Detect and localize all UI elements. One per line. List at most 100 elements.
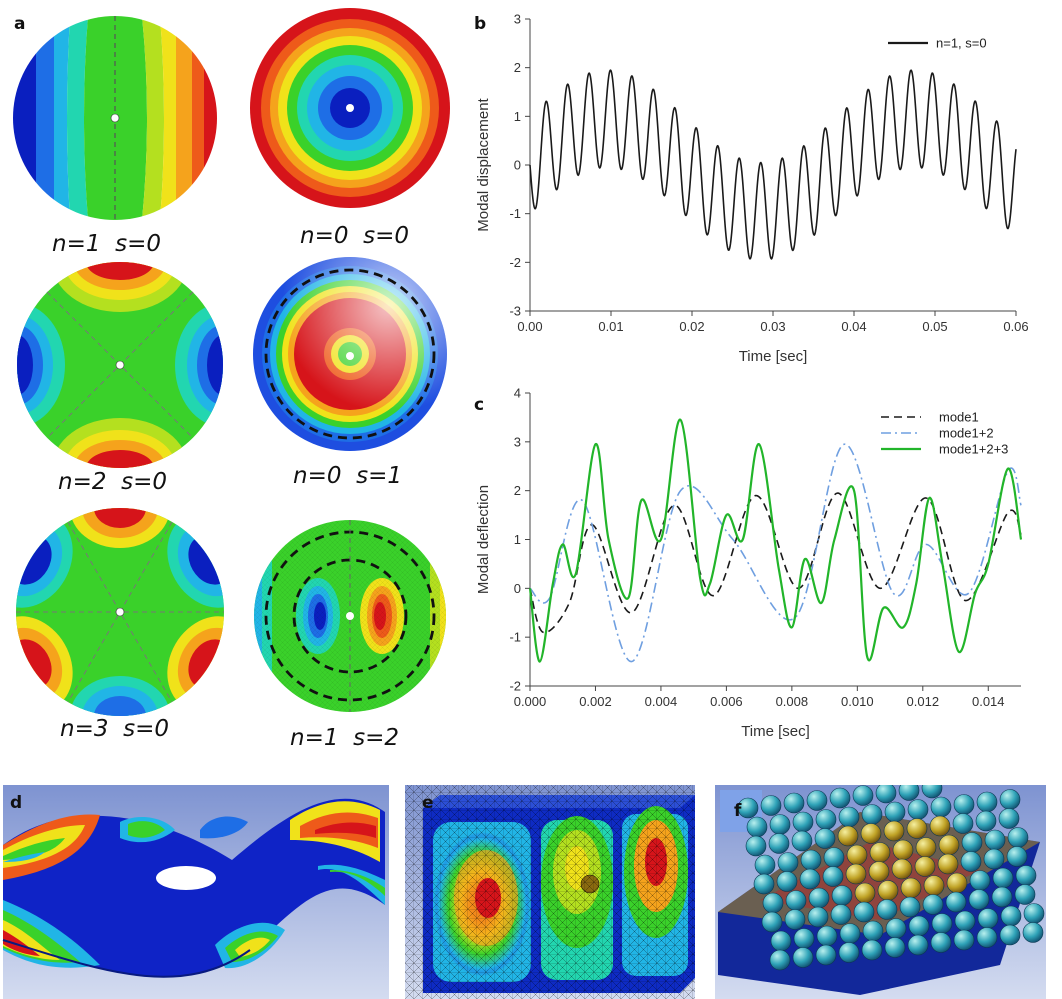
y-tick-label: 3 [514,12,521,27]
particle-sphere [891,858,913,880]
particle-sphere [977,908,999,929]
particle-sphere [822,866,844,887]
particle-sphere [838,806,860,828]
particle-sphere [899,896,921,918]
chart-c-labels: 4 3 2 1 0 -1 -20.000 0.002 0.004 0.006 0.008 0.010 0… [475,386,1008,741]
x-tick-label: 0.05 [922,319,947,334]
particle-sphere [869,842,891,863]
chart-c: c 4 3 2 1 0 -1 -20.000 0.002 0.004 0.006 0.008 0.01… [474,386,1022,741]
particle-sphere [860,823,882,844]
legend-label: mode1 [939,410,979,425]
particle-sphere [1023,903,1045,924]
particle-sphere [814,828,836,849]
y-tick-label: 2 [514,60,521,75]
particle-sphere [937,853,959,875]
particle-sphere [968,889,990,910]
particle-sphere [892,839,914,861]
y-tick-label: -3 [509,304,521,319]
particle-sphere [1000,905,1022,927]
mode-shape-n1-s2 [254,520,446,712]
particle-sphere [793,928,815,949]
particle-sphere [885,918,907,939]
particle-sphere [930,796,952,818]
particle-sphere [908,915,930,937]
y-tick-label: -1 [509,630,521,645]
particle-sphere [737,797,759,819]
x-tick-label: 0.02 [679,319,704,334]
particle-sphere [816,925,838,947]
particle-sphere [877,880,899,901]
particle-sphere [922,894,944,915]
particle-sphere [983,848,1005,870]
y-tick-label: 2 [514,483,521,498]
particle-sphere [769,949,791,971]
particle-sphere [938,834,960,856]
particle-sphere [952,813,974,834]
particle-sphere [746,816,768,838]
particle-sphere [1007,827,1029,848]
chart-c-axes [525,392,1021,691]
x-tick-label: 0.012 [907,694,940,709]
particle-sphere [999,789,1021,810]
particle-sphere [953,929,975,951]
particle-sphere [852,785,874,806]
particle-sphere [875,785,897,804]
panel-e: e [405,785,695,999]
particle-sphere [961,832,983,853]
particle-sphere [884,937,906,958]
x-tick-label: 0.03 [760,319,785,334]
x-axis-title: Time [sec] [741,723,810,740]
mode-shape-n1-s0 [13,16,217,220]
particle-sphere [838,942,860,963]
x-tick-label: 0.000 [514,694,547,709]
panel-f: f [715,785,1046,999]
y-tick-label: 1 [514,109,521,124]
mode-label-6: n=1 s=2 [290,725,399,751]
particle-sphere [823,847,845,868]
mode-label-3: n=2 s=0 [58,469,167,495]
particle-sphere [770,930,792,952]
panel-a: a n=1 s=0 [13,8,450,751]
y-tick-label: 3 [514,434,521,449]
y-axis-title: Modal displacement [475,97,492,231]
particle-sphere [923,875,945,896]
particle-sphere [884,801,906,823]
legend-label: mode1+2+3 [939,442,1008,457]
x-tick-label: 0.014 [972,694,1005,709]
mode-label-2: n=0 s=0 [300,223,409,249]
panel-d: d [2,785,389,999]
chart-b-labels: 3 2 1 0 -1 -2 -30.00 0.01 0.02 0.03 0.04 0.05 0.06 Ti… [475,12,1029,366]
particle-sphere [776,871,798,892]
series-line-n=1, s=0 [529,69,1017,260]
x-tick-label: 0.010 [841,694,874,709]
panel-a-letter: a [14,14,25,34]
particle-sphere [792,947,814,968]
legend-label: n=1, s=0 [936,36,987,51]
legend-label: mode1+2 [939,426,994,441]
y-tick-label: 0 [514,158,521,173]
particle-sphere [837,825,859,847]
y-tick-label: -2 [509,255,521,270]
panel-b-letter: b [474,14,486,34]
particle-sphere [1006,846,1028,867]
series-line-mode1+2 [529,443,1022,663]
particle-sphere [807,906,829,928]
particle-sphere [984,829,1006,851]
particle-sphere [907,799,929,820]
particle-sphere [976,927,998,948]
particle-sphere [946,872,968,894]
particle-sphere [854,882,876,904]
particle-sphere [992,867,1014,889]
panel-c-letter: c [474,395,484,415]
particle-sphere [754,854,776,876]
x-tick-label: 0.006 [710,694,743,709]
particle-sphere [960,851,982,872]
particle-sphere [830,904,852,925]
y-tick-label: 4 [514,386,521,401]
x-axis-title: Time [sec] [739,348,808,365]
particle-sphere [930,932,952,953]
particle-sphere [815,944,837,966]
particle-sphere [1014,884,1036,905]
particle-sphere [791,830,813,852]
